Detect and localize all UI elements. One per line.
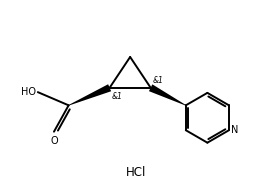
Text: &1: &1 xyxy=(112,92,123,101)
Polygon shape xyxy=(149,84,186,106)
Text: N: N xyxy=(231,125,238,135)
Text: HCl: HCl xyxy=(126,166,146,179)
Polygon shape xyxy=(69,84,111,106)
Text: &1: &1 xyxy=(153,76,164,85)
Text: O: O xyxy=(50,136,58,146)
Text: HO: HO xyxy=(21,87,36,97)
